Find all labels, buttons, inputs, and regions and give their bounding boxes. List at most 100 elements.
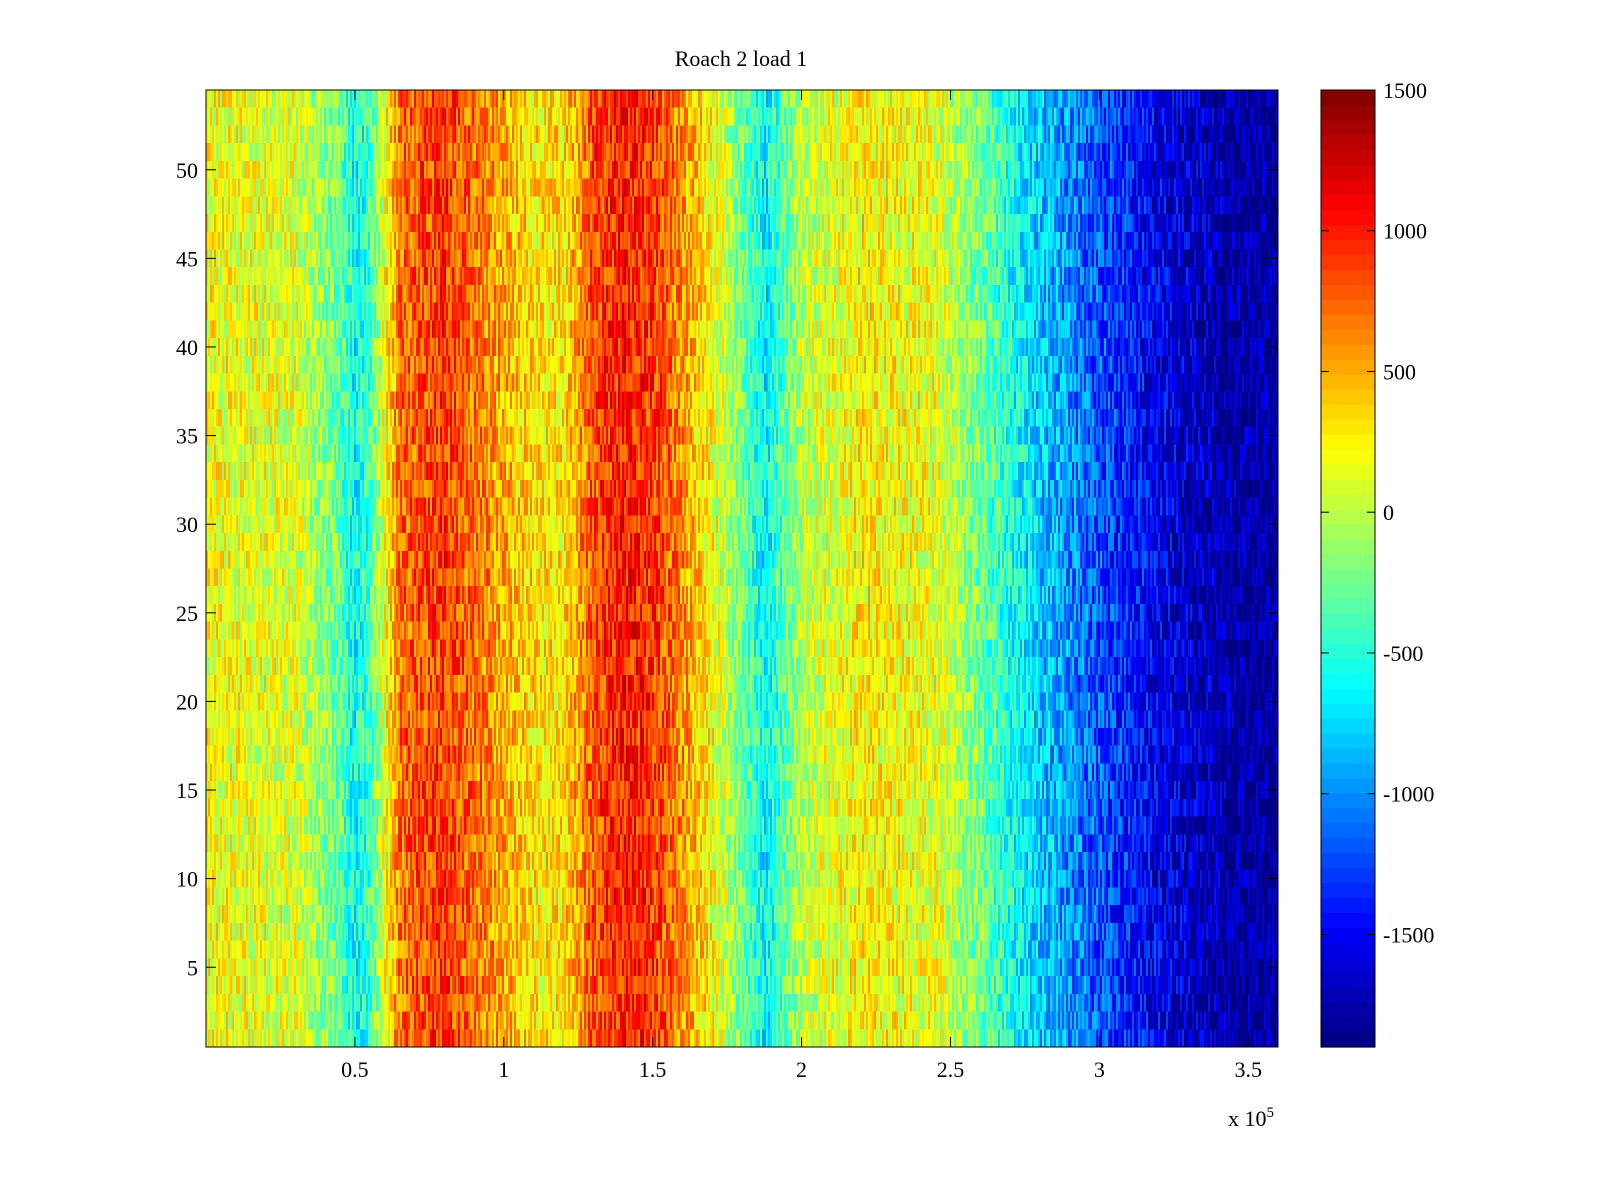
y-tick-label: 30 <box>176 512 198 537</box>
y-tick-label: 35 <box>176 424 198 449</box>
colorbar-step <box>1321 987 1375 1003</box>
colorbar-step <box>1321 568 1375 585</box>
colorbar-step <box>1321 538 1375 555</box>
x-axis: 0.5 1 1.5 2 2.5 3 3.5 <box>341 90 1262 1082</box>
colorbar-step <box>1321 284 1375 300</box>
colorbar-step <box>1321 329 1375 345</box>
colorbar-step <box>1321 448 1375 465</box>
colorbar-step <box>1321 942 1375 958</box>
colorbar-step <box>1321 927 1375 943</box>
colorbar-step <box>1321 598 1375 614</box>
colorbar-step <box>1321 643 1375 659</box>
colorbar-step <box>1321 972 1375 988</box>
colorbar-step <box>1321 224 1375 241</box>
plot-frame <box>205 89 1279 1048</box>
colorbar-step <box>1321 463 1375 480</box>
colorbar-step <box>1321 209 1375 226</box>
colorbar-step <box>1321 104 1375 121</box>
colorbar-step <box>1321 179 1375 196</box>
colorbar-step <box>1321 239 1375 256</box>
y-tick-label: 45 <box>176 246 198 271</box>
y-tick-label: 40 <box>176 335 198 360</box>
colorbar-step <box>1321 688 1375 704</box>
colorbar-step <box>1321 418 1375 435</box>
colorbar-step <box>1321 762 1375 779</box>
x-tick-label: 2 <box>796 1057 807 1082</box>
chart-title: Roach 2 load 1 <box>675 46 808 71</box>
heatmap-plot-area <box>206 90 1278 1047</box>
colorbar-step <box>1321 493 1375 510</box>
colorbar-step <box>1321 822 1375 839</box>
colorbar-step <box>1321 194 1375 211</box>
colorbar-step <box>1321 523 1375 540</box>
colorbar-tick-label: -1000 <box>1383 782 1434 807</box>
colorbar-step <box>1321 792 1375 809</box>
colorbar-step <box>1321 807 1375 824</box>
x-tick-label: 2.5 <box>937 1057 965 1082</box>
colorbar-step <box>1321 718 1375 734</box>
y-tick-label: 50 <box>176 158 198 183</box>
y-tick-label: 15 <box>176 778 198 803</box>
colorbar-frame <box>1320 89 1376 1048</box>
colorbar-axis: 1500 1000 500 0 -500 -1000 -1500 <box>1321 78 1434 947</box>
colorbar-step <box>1321 269 1375 285</box>
x-tick-label: 1.5 <box>639 1057 667 1082</box>
colorbar-step <box>1321 344 1375 360</box>
colorbar-step <box>1321 747 1375 764</box>
colorbar-step <box>1321 658 1375 674</box>
colorbar-step <box>1321 673 1375 689</box>
colorbar-step <box>1321 299 1375 315</box>
colorbar-step <box>1321 164 1375 181</box>
colorbar-step <box>1321 478 1375 495</box>
colorbar-step <box>1321 90 1375 106</box>
colorbar-tick-label: -500 <box>1383 641 1423 666</box>
colorbar-step <box>1321 389 1375 405</box>
x-tick-label: 1 <box>498 1057 509 1082</box>
colorbar-step <box>1321 957 1375 973</box>
colorbar-tick-label: -1500 <box>1383 922 1434 947</box>
colorbar-step <box>1321 374 1375 390</box>
y-tick-label: 5 <box>187 955 198 980</box>
colorbar-step <box>1321 852 1375 869</box>
x-tick-label: 3 <box>1094 1057 1105 1082</box>
heatmap-cells <box>206 90 1278 1047</box>
colorbar-step <box>1321 404 1375 420</box>
colorbar-step <box>1321 508 1375 525</box>
colorbar-step <box>1321 314 1375 330</box>
colorbar-step <box>1321 134 1375 151</box>
colorbar-tick-label: 500 <box>1383 359 1416 384</box>
x-tick-label: 3.5 <box>1234 1057 1262 1082</box>
colorbar-step <box>1321 897 1375 914</box>
colorbar-tick-label: 1500 <box>1383 78 1427 103</box>
colorbar-step <box>1321 254 1375 271</box>
colorbar-step <box>1321 732 1375 749</box>
y-tick-label: 20 <box>176 689 198 714</box>
x-axis-exponent-power: 5 <box>1267 1105 1275 1121</box>
x-axis-exponent: x 105 <box>1228 1105 1274 1131</box>
y-tick-label: 10 <box>176 867 198 892</box>
colorbar-step <box>1321 1017 1375 1033</box>
x-axis-exponent-base: x 10 <box>1228 1106 1267 1131</box>
colorbar-step <box>1321 433 1375 450</box>
colorbar-step <box>1321 119 1375 136</box>
colorbar-step <box>1321 703 1375 719</box>
colorbar-step <box>1321 882 1375 899</box>
colorbar-step <box>1321 1002 1375 1018</box>
colorbar-tick-label: 0 <box>1383 500 1394 525</box>
colorbar-step <box>1321 777 1375 794</box>
colorbar-step <box>1321 837 1375 854</box>
colorbar-step <box>1321 867 1375 884</box>
colorbar-step <box>1321 583 1375 600</box>
colorbar-tick-label: 1000 <box>1383 219 1427 244</box>
colorbar-step <box>1321 1032 1375 1048</box>
y-tick-label: 25 <box>176 601 198 626</box>
y-axis: 5 10 15 20 25 30 35 40 45 50 <box>176 158 1278 980</box>
colorbar-step <box>1321 613 1375 629</box>
colorbar-step <box>1321 553 1375 570</box>
colorbar-step <box>1321 912 1375 928</box>
colorbar <box>1321 90 1375 1048</box>
x-tick-label: 0.5 <box>341 1057 369 1082</box>
colorbar-step <box>1321 628 1375 644</box>
colorbar-step <box>1321 359 1375 375</box>
